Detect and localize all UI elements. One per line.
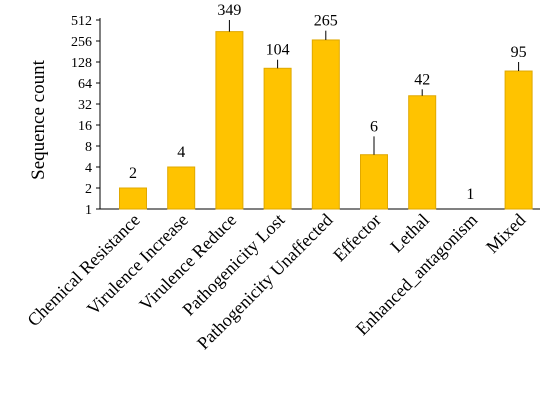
x-category-label: Lethal bbox=[386, 210, 433, 257]
bar bbox=[360, 154, 388, 210]
y-axis-title: Sequence count bbox=[28, 59, 49, 179]
y-tick-label: 16 bbox=[78, 119, 92, 134]
y-tick-label: 8 bbox=[85, 140, 92, 155]
y-tick-label: 4 bbox=[85, 161, 92, 176]
data-label: 265 bbox=[314, 13, 338, 30]
y-tick-label: 1 bbox=[85, 203, 92, 218]
y-tick-label: 512 bbox=[71, 14, 92, 29]
x-category-label: Mixed bbox=[482, 210, 529, 257]
y-tick-label: 32 bbox=[78, 98, 92, 113]
data-label: 95 bbox=[511, 44, 527, 61]
bar bbox=[167, 166, 196, 210]
bar bbox=[119, 187, 147, 210]
data-label: 1 bbox=[466, 186, 474, 203]
y-tick-label: 128 bbox=[71, 56, 92, 71]
y-tick-label: 256 bbox=[71, 35, 92, 50]
bar bbox=[408, 95, 437, 210]
data-label: 42 bbox=[414, 71, 430, 88]
data-label: 104 bbox=[266, 42, 290, 59]
data-label: 4 bbox=[177, 144, 185, 161]
y-tick-label: 2 bbox=[85, 182, 92, 197]
bar bbox=[504, 70, 533, 210]
data-label: 6 bbox=[370, 118, 378, 135]
x-category-label: Effector bbox=[329, 210, 385, 266]
data-label: 349 bbox=[217, 2, 241, 19]
data-label: 2 bbox=[129, 165, 137, 182]
y-tick-label: 64 bbox=[78, 77, 92, 92]
bar bbox=[263, 67, 292, 210]
bar bbox=[311, 39, 340, 210]
bar bbox=[215, 31, 244, 210]
